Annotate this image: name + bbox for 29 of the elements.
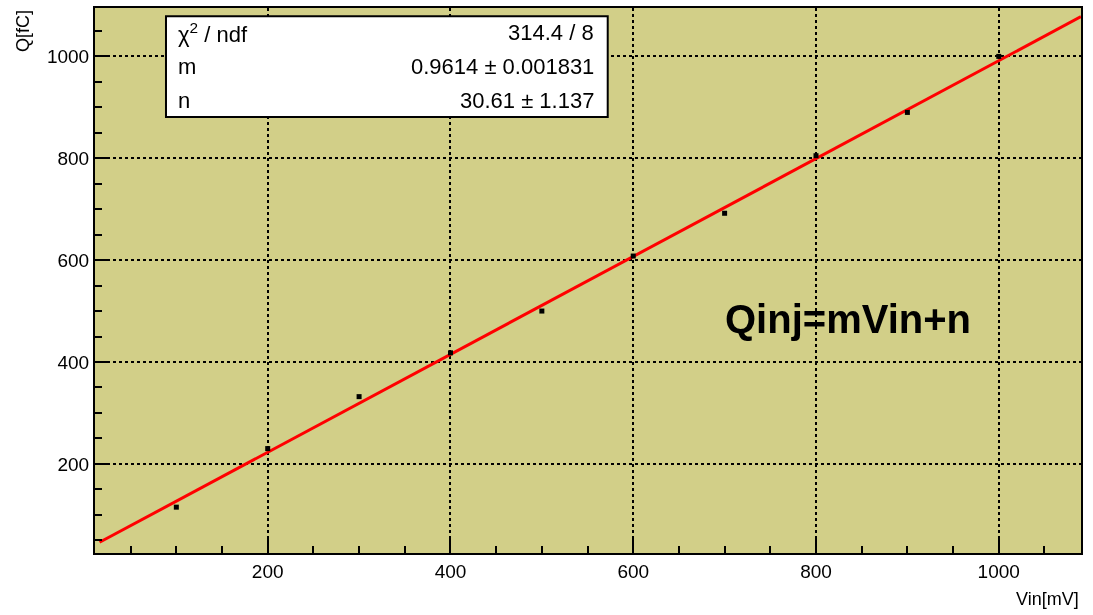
point <box>173 504 179 510</box>
point <box>539 308 545 314</box>
x-tick-label: 400 <box>434 560 467 582</box>
annotation: Qinj=mVin+n <box>725 297 971 341</box>
x-tick-label: 200 <box>251 560 284 582</box>
y-tick-label: 800 <box>57 147 90 169</box>
annotation: 30.61 ± 1.137 <box>460 88 595 113</box>
x-tick-label: 600 <box>617 560 650 582</box>
y-tick-label: 400 <box>57 351 90 373</box>
x-tick-label: 1000 <box>977 560 1020 582</box>
point <box>265 446 271 452</box>
annotation: χ$^{2}$ / ndf <box>178 19 248 48</box>
y-tick-label: 600 <box>57 249 90 271</box>
point <box>904 109 910 115</box>
annotation: 314.4 / 8 <box>508 20 594 45</box>
y-tick-label: 200 <box>57 453 90 475</box>
point <box>447 350 453 356</box>
annotation: n <box>178 88 191 113</box>
point <box>630 253 636 259</box>
annotation: 0.9614 ± 0.001831 <box>411 54 595 79</box>
x-axis-title: Vin[mV] <box>1016 589 1079 609</box>
y-axis-title: Q[fC] <box>13 10 34 53</box>
point <box>722 210 728 216</box>
point <box>356 394 362 400</box>
x-tick-label: 800 <box>800 560 832 582</box>
point <box>996 53 1002 59</box>
point <box>813 153 819 159</box>
y-tick-label: 1000 <box>46 46 90 68</box>
annotation: m <box>178 54 197 79</box>
